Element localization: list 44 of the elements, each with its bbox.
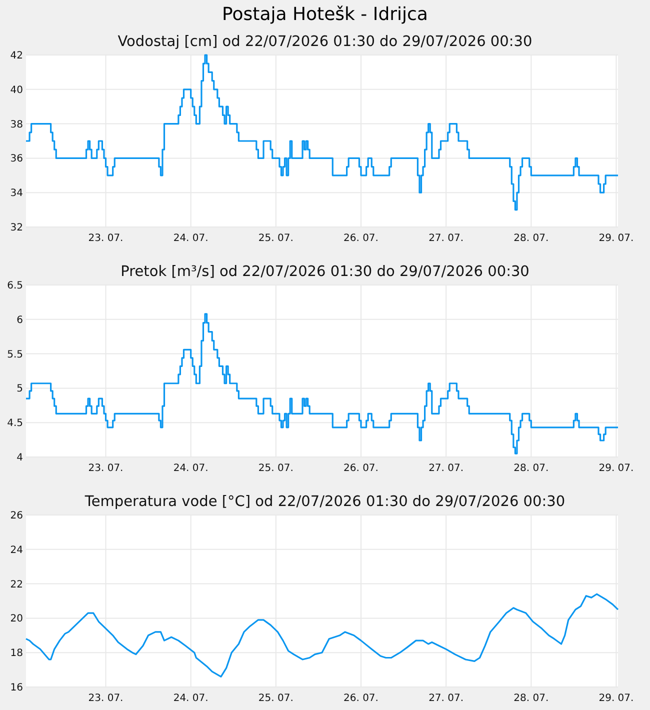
- y-tick-label: 24: [10, 544, 23, 556]
- y-tick-label: 16: [10, 682, 23, 694]
- x-tick-label: 25. 07.: [258, 233, 294, 244]
- x-tick-label: 28. 07.: [514, 233, 549, 244]
- y-tick-label: 42: [10, 50, 23, 62]
- x-tick-label: 29. 07.: [598, 233, 634, 244]
- x-tick-label: 24. 07.: [173, 233, 208, 244]
- x-tick-label: 27. 07.: [428, 233, 464, 244]
- y-tick-label: 26: [10, 510, 23, 522]
- y-tick-label: 6.5: [7, 280, 23, 292]
- chart-title: Pretok [m³/s] od 22/07/2026 01:30 do 29/07/2026 00:30: [120, 264, 530, 280]
- y-tick-label: 38: [10, 119, 23, 130]
- x-tick-label: 26. 07.: [343, 693, 378, 704]
- x-tick-label: 24. 07.: [173, 463, 208, 474]
- y-tick-label: 4.5: [7, 418, 23, 430]
- y-tick-label: 20: [10, 614, 23, 625]
- y-tick-label: 18: [10, 648, 23, 660]
- x-tick-label: 25. 07.: [258, 693, 294, 704]
- x-tick-label: 27. 07.: [428, 463, 464, 474]
- y-tick-label: 5.5: [7, 349, 23, 360]
- y-tick-label: 6: [16, 314, 23, 326]
- x-tick-label: 28. 07.: [514, 693, 549, 704]
- x-tick-label: 25. 07.: [258, 463, 294, 474]
- x-tick-label: 26. 07.: [343, 463, 378, 474]
- x-tick-label: 26. 07.: [343, 233, 378, 244]
- line-series: [25, 593, 619, 678]
- x-tick-label: 23. 07.: [88, 693, 124, 704]
- x-tick-label: 24. 07.: [173, 693, 208, 704]
- x-tick-label: 27. 07.: [428, 693, 464, 704]
- chart-title: Postaja Hotešk - Idrijca: [222, 4, 428, 25]
- y-tick-label: 34: [10, 188, 23, 200]
- y-tick-label: 5: [16, 384, 23, 395]
- x-tick-label: 29. 07.: [598, 693, 634, 704]
- x-tick-label: 23. 07.: [88, 233, 124, 244]
- chart-subtitle: Vodostaj [cm] od 22/07/2026 01:30 do 29/07/2026 00:30: [118, 34, 532, 50]
- x-tick-label: 29. 07.: [598, 463, 634, 474]
- chart-title: Temperatura vode [°C] od 22/07/2026 01:30 do 29/07/2026 00:30: [84, 494, 566, 510]
- y-tick-label: 36: [10, 154, 23, 165]
- y-tick-label: 22: [10, 579, 23, 590]
- y-tick-label: 32: [10, 222, 23, 234]
- y-tick-label: 4: [16, 452, 23, 464]
- x-tick-label: 23. 07.: [88, 463, 124, 474]
- x-tick-label: 28. 07.: [514, 463, 549, 474]
- y-tick-label: 40: [10, 84, 23, 96]
